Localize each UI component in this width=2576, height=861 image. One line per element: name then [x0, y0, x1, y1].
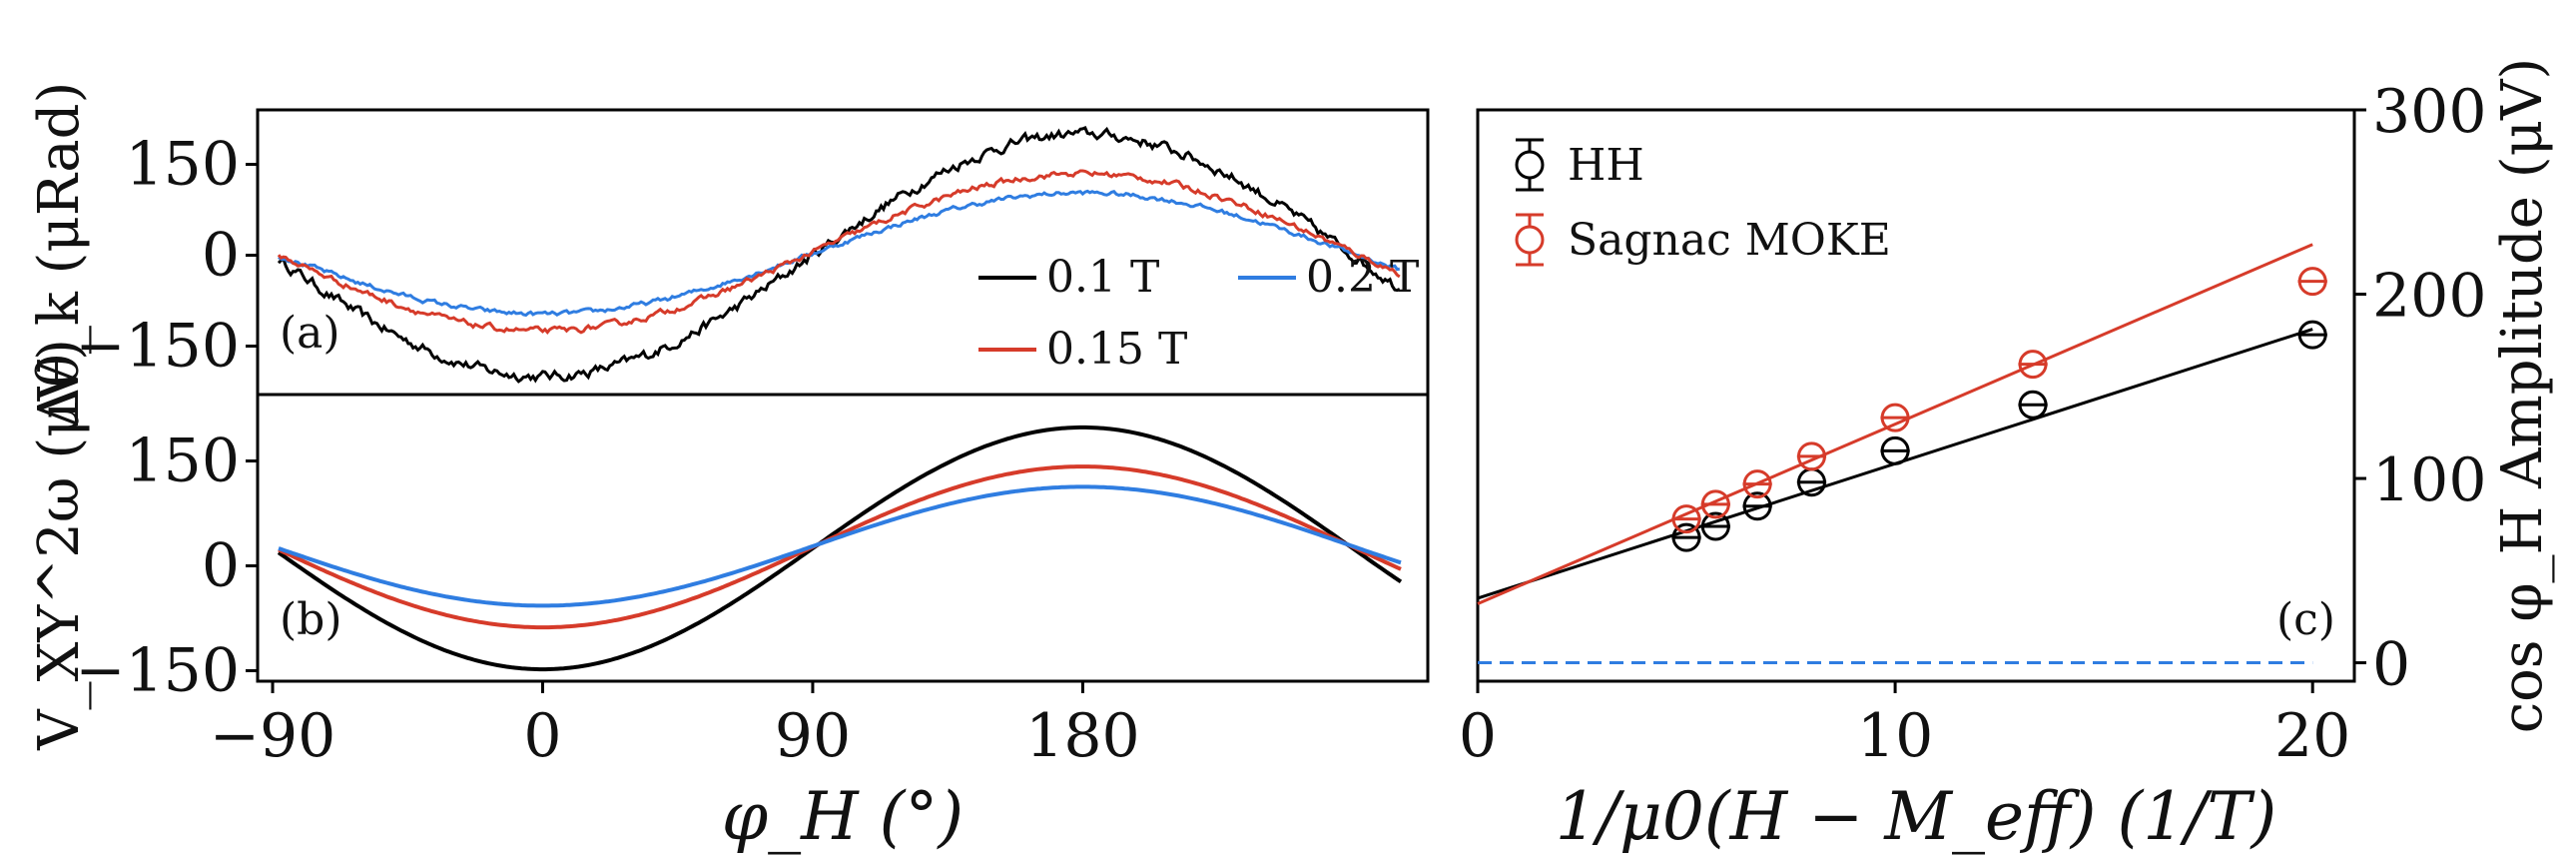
panel-c-point-1-4 — [1880, 403, 1910, 432]
panel-c-yticks: 0 100 200 300 — [2354, 77, 2487, 700]
panel-a-frame — [256, 108, 1430, 397]
panel-b-curves — [277, 425, 1403, 672]
panel-c-ytick-label-0: 0 — [2372, 630, 2410, 700]
panel-b-ytick-label-2: 150 — [125, 427, 240, 496]
panel-c-point-0-4 — [1880, 435, 1910, 465]
panel-a-legend: 0.1 T 0.2 T 0.15 T — [978, 252, 1419, 375]
panel-a-series-0 — [277, 125, 1401, 384]
panel-c-ytick-label-1: 100 — [2372, 445, 2487, 515]
panel-a-ytick-label-2: 150 — [125, 130, 240, 200]
panel-b-label: (b) — [280, 594, 342, 645]
panel-c-marks — [1477, 243, 2327, 665]
panel-a-ytick-label-0: −150 — [75, 311, 240, 381]
panel-c-xticks: 0 10 20 — [1459, 681, 2350, 771]
legend-label-02T: 0.2 T — [1306, 252, 1419, 303]
legend-label-015T: 0.15 T — [1046, 324, 1187, 375]
panel-c-point-1-6 — [2297, 267, 2327, 297]
panel-b-xlabel: φ_H (°) — [722, 778, 964, 855]
panel-b-ylabel: V_XY^2ω (μV) — [27, 339, 92, 751]
legend-label-sagnac: Sagnac MOKE — [1568, 215, 1891, 266]
panel-c-point-0-2 — [1742, 491, 1772, 521]
panel-c-ytick-label-3: 300 — [2372, 77, 2487, 147]
panel-a-curves — [277, 125, 1401, 384]
panel-c-point-1-1 — [1700, 489, 1730, 519]
panel-b-series-0 — [277, 425, 1403, 672]
panel-c-point-0-0 — [1671, 522, 1701, 552]
panel-b-frame — [256, 393, 1430, 683]
panel-c-point-1-0 — [1671, 504, 1701, 534]
legend-label-01T: 0.1 T — [1046, 252, 1159, 303]
panel-a-ytick-label-1: 0 — [202, 221, 240, 291]
panel-b-yticks: −150 0 150 — [75, 427, 258, 706]
panel-b-series-1 — [278, 464, 1402, 630]
panel-c-point-1-5 — [2018, 350, 2048, 380]
panel-c-xtick-label-1: 10 — [1857, 701, 1933, 771]
panel-c-ytick-label-2: 200 — [2372, 262, 2487, 332]
panel-a-yticks: −150 0 150 — [75, 130, 258, 381]
panel-b-series-2 — [278, 484, 1402, 608]
panel-b-xtick-label-0: −90 — [210, 701, 336, 771]
panel-a-series-2 — [277, 169, 1401, 336]
panel-c-point-1-3 — [1796, 441, 1826, 471]
panel-c-label: (c) — [2276, 594, 2335, 645]
legend-label-hh: HH — [1568, 140, 1644, 191]
panel-c-point-1-2 — [1742, 469, 1772, 499]
panel-b-xtick-label-2: 90 — [775, 701, 851, 771]
panel-b-xtick-label-3: 180 — [1025, 701, 1140, 771]
panel-c-xtick-label-2: 20 — [2274, 701, 2350, 771]
panel-a-ylabel: Δθ_k (μRad) — [27, 82, 92, 429]
panel-c-fit-1 — [1477, 243, 2313, 605]
panel-c-point-0-1 — [1700, 511, 1730, 541]
panel-c-frame — [1476, 108, 2356, 683]
legend-marker-sagnac — [1515, 213, 1545, 267]
panel-a-series-1 — [278, 189, 1400, 318]
legend-marker-hh — [1515, 138, 1545, 192]
panel-c-point-0-5 — [2018, 390, 2048, 420]
panel-b-ytick-label-0: −150 — [75, 636, 240, 706]
panel-b-xtick-label-1: 0 — [523, 701, 561, 771]
panel-b-ytick-label-1: 0 — [202, 531, 240, 601]
panel-b-xticks: −90 0 90 180 — [210, 681, 1140, 771]
panel-a-label: (a) — [280, 308, 340, 359]
panel-c-ylabel: cos φ_H Amplitude (μV) — [2490, 58, 2555, 734]
panel-c-point-0-6 — [2297, 320, 2327, 350]
panel-c-xlabel: 1/μ0(H − M_eff) (1/T) — [1556, 778, 2277, 855]
panel-c-xtick-label-0: 0 — [1459, 701, 1497, 771]
panel-c-legend: HH Sagnac MOKE — [1515, 138, 1891, 267]
